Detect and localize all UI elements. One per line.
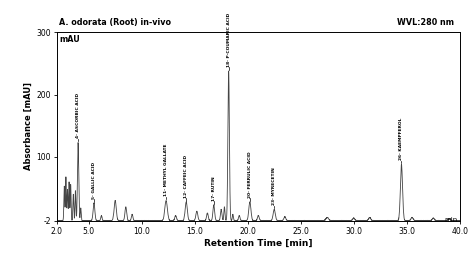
Text: mAU: mAU — [59, 36, 80, 44]
Text: 20- FERRULIC ACID: 20- FERRULIC ACID — [248, 151, 252, 197]
Text: 4- ASCORBIC ACID: 4- ASCORBIC ACID — [76, 93, 80, 138]
Text: 11- METHYL GALLATE: 11- METHYL GALLATE — [164, 144, 168, 196]
Y-axis label: Absorbance [mAU]: Absorbance [mAU] — [24, 82, 33, 171]
X-axis label: Retention Time [min]: Retention Time [min] — [204, 239, 312, 247]
Text: 18- P-COUMARIC ACID: 18- P-COUMARIC ACID — [227, 12, 231, 66]
Text: 12- CAFFEIC ACID: 12- CAFFEIC ACID — [184, 154, 188, 197]
Text: 17- RUTIN: 17- RUTIN — [212, 176, 216, 201]
Text: 5- GALLIC ACID: 5- GALLIC ACID — [92, 162, 96, 199]
Text: A. odorata (Root) in-vivo: A. odorata (Root) in-vivo — [59, 18, 171, 27]
Text: WVL:280 nm: WVL:280 nm — [398, 18, 455, 27]
Text: 23- MYRECETIN: 23- MYRECETIN — [272, 167, 276, 205]
Text: 26- KAEMPFEROL: 26- KAEMPFEROL — [400, 118, 403, 160]
Text: min: min — [445, 217, 458, 223]
